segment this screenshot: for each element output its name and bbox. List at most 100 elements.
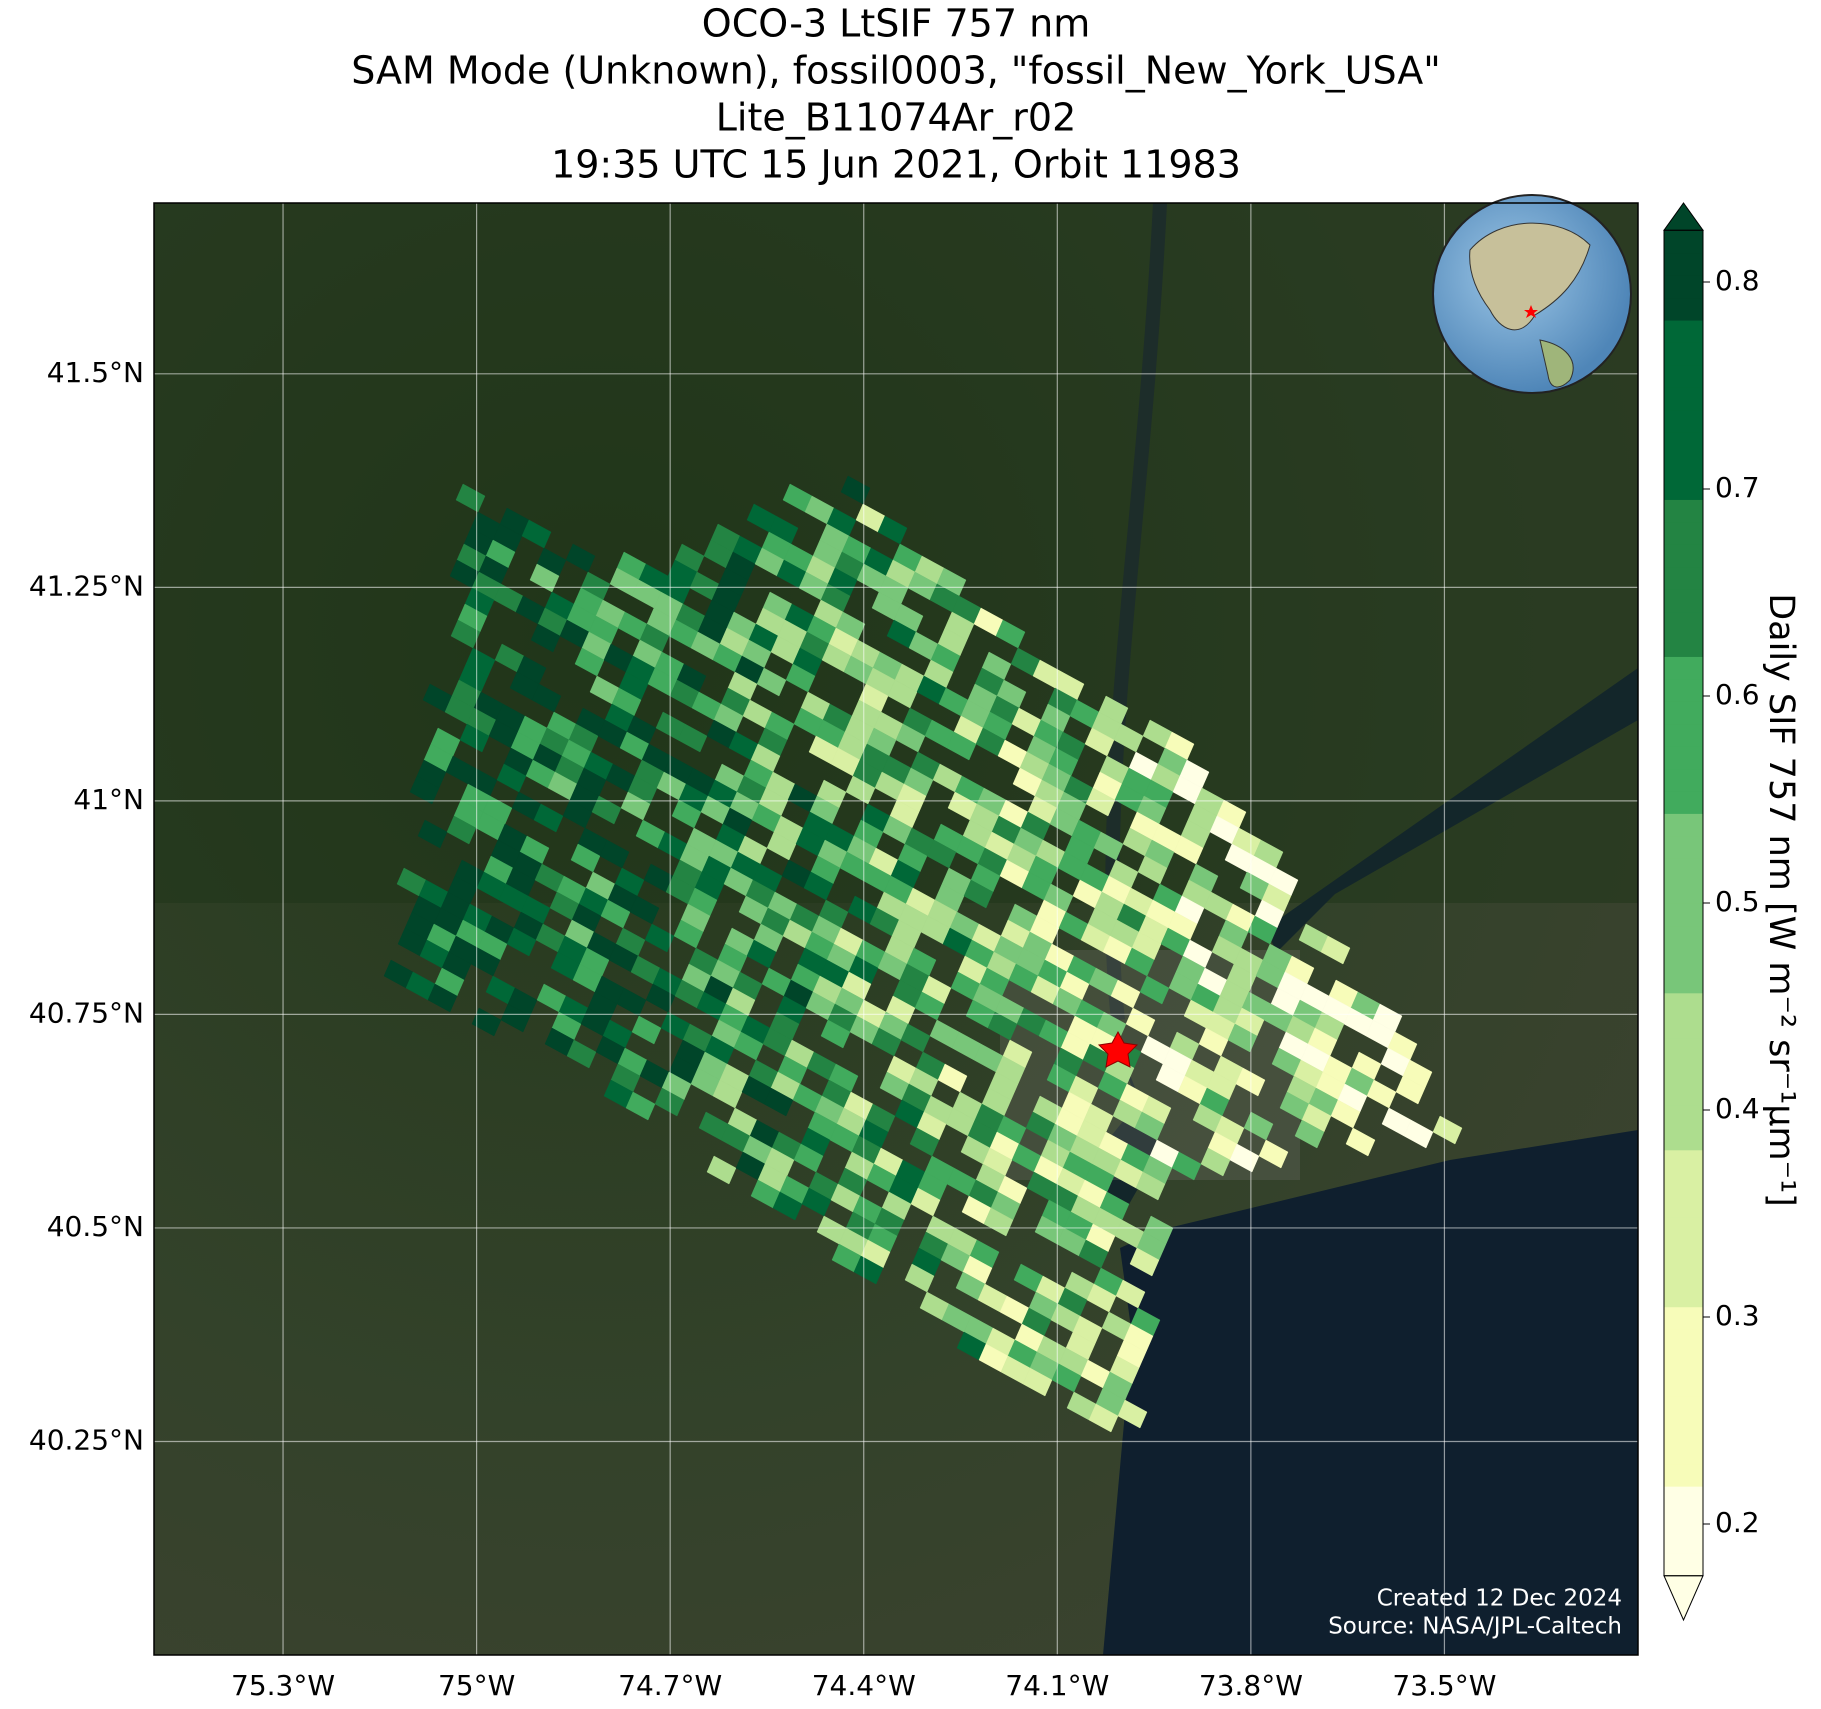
colorbar-segment [1664, 1127, 1703, 1151]
swath-cell [533, 803, 564, 833]
colorbar-extend [1663, 202, 1704, 231]
swath-cell [1171, 1151, 1202, 1181]
swath-cell [1294, 1119, 1325, 1149]
swath-cell [1345, 1127, 1376, 1157]
y-tick-label: 40.5°N [47, 1210, 144, 1243]
y-tick-label: 41.5°N [47, 356, 144, 389]
colorbar-segment [1664, 387, 1703, 411]
colorbar-segment [1664, 589, 1703, 613]
colorbar-segment [1664, 275, 1703, 299]
colorbar-segment [1664, 364, 1703, 388]
colorbar-segment [1664, 880, 1703, 904]
swath-cell [417, 819, 448, 849]
colorbar-tick-label: 0.8 [1715, 264, 1760, 297]
x-tick-label: 74.1°W [1005, 1669, 1109, 1702]
colorbar-tick-label: 0.7 [1715, 471, 1760, 504]
colorbar-tick-label: 0.5 [1715, 885, 1760, 918]
colorbar-segment [1664, 1441, 1703, 1465]
swath-cell [427, 983, 458, 1013]
swath-cell [1258, 1139, 1289, 1169]
colorbar-segment [1664, 835, 1703, 859]
y-tick-label: 40.25°N [29, 1423, 144, 1456]
colorbar-segment [1664, 1149, 1703, 1173]
swath-cell [1432, 1115, 1463, 1145]
swath-cell [1403, 1119, 1434, 1149]
colorbar: 0.2 0.3 0.4 0.5 0.6 0.7 0.8 Daily SIF 757 nm [W… [1663, 202, 1801, 1622]
colorbar-segment [1664, 1261, 1703, 1285]
colorbar-segment [1664, 970, 1703, 994]
swath-cell [530, 623, 561, 653]
title-line: SAM Mode (Unknown), fossil0003, "fossil_… [351, 49, 1441, 93]
colorbar-segment [1664, 1172, 1703, 1196]
colorbar-segment [1664, 678, 1703, 702]
colorbar-segment [1664, 813, 1703, 837]
swath-cell [446, 815, 477, 845]
colorbar-segment [1664, 746, 1703, 770]
title-line: Lite_B11074Ar_r02 [716, 96, 1077, 140]
colorbar-tick-label: 0.6 [1715, 678, 1760, 711]
swath-cell [1129, 1247, 1160, 1277]
x-tick-label: 74.4°W [812, 1669, 916, 1702]
colorbar-segment [1664, 1104, 1703, 1128]
colorbar-segment [1664, 1351, 1703, 1375]
colorbar-segment [1664, 476, 1703, 500]
swath-cell [853, 1255, 884, 1285]
colorbar-segment [1664, 858, 1703, 882]
swath-cell [706, 1155, 737, 1185]
city-star [1097, 1030, 1139, 1068]
swath-cell [963, 879, 994, 909]
colorbar-segment [1664, 1553, 1703, 1577]
swath-cell [772, 1191, 803, 1221]
swath-cell [983, 1207, 1014, 1237]
colorbar-segment [1664, 1530, 1703, 1554]
colorbar-segment [1664, 342, 1703, 366]
colorbar-segment [1664, 409, 1703, 433]
swath-cell [1135, 1171, 1166, 1201]
swath-cell [820, 1019, 851, 1049]
swath-cell [1088, 1403, 1119, 1433]
swath-cell [1227, 1023, 1258, 1053]
swath-cell [591, 795, 622, 825]
swath-cell [506, 927, 537, 957]
colorbar-segment [1664, 1082, 1703, 1106]
swath-cell [763, 1087, 794, 1117]
colorbar-segment [1664, 903, 1703, 927]
swath-cell [1139, 975, 1170, 1005]
swath-cell [1320, 935, 1351, 965]
colorbar-segment [1664, 1059, 1703, 1083]
colorbar-segment [1664, 1194, 1703, 1218]
swath-cell [566, 1039, 597, 1069]
colorbar-segment [1664, 656, 1703, 680]
colorbar-segment [1664, 521, 1703, 545]
y-tick-label: 41°N [73, 783, 144, 816]
colorbar-segment [1664, 723, 1703, 747]
gridlines [154, 203, 1638, 1655]
y-tick-label: 40.75°N [29, 996, 144, 1029]
colorbar-segment [1664, 611, 1703, 635]
swath-cell [1229, 1143, 1260, 1173]
swath-cell [756, 667, 787, 697]
credit-text: Created 12 Dec 2024 [1377, 1586, 1622, 1612]
swath-cell [1200, 1147, 1231, 1177]
colorbar-segment [1664, 1306, 1703, 1330]
colorbar-segment [1664, 1284, 1703, 1308]
swath-cell [644, 923, 675, 953]
x-tick-label: 73.5°W [1392, 1669, 1496, 1702]
x-tick-label: 75°W [438, 1669, 515, 1702]
credit-text: Source: NASA/JPL-Caltech [1328, 1614, 1622, 1640]
colorbar-segment [1664, 925, 1703, 949]
colorbar-segment [1664, 1037, 1703, 1061]
colorbar-segment [1664, 992, 1703, 1016]
colorbar-segment [1664, 432, 1703, 456]
colorbar-segment [1664, 1329, 1703, 1353]
x-tick-label: 75.3°W [231, 1669, 335, 1702]
colorbar-segment [1664, 319, 1703, 343]
swath-cell [654, 1087, 685, 1117]
colorbar-tick-label: 0.3 [1715, 1299, 1760, 1332]
colorbar-segment [1664, 1373, 1703, 1397]
colorbar-segment [1664, 230, 1703, 254]
colorbar-tick-label: 0.4 [1715, 1092, 1760, 1125]
colorbar-segment [1664, 1508, 1703, 1532]
title-line: OCO-3 LtSIF 757 nm [702, 2, 1090, 46]
colorbar-segment [1664, 768, 1703, 792]
